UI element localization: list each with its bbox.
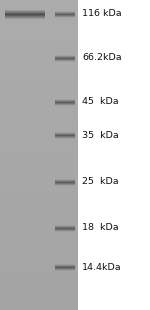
Text: 66.2kDa: 66.2kDa bbox=[82, 54, 122, 63]
Text: 14.4kDa: 14.4kDa bbox=[82, 263, 122, 272]
Text: 25  kDa: 25 kDa bbox=[82, 178, 119, 187]
Text: 45  kDa: 45 kDa bbox=[82, 98, 119, 107]
Text: 116 kDa: 116 kDa bbox=[82, 10, 122, 19]
Text: 18  kDa: 18 kDa bbox=[82, 224, 119, 232]
Text: 35  kDa: 35 kDa bbox=[82, 131, 119, 140]
